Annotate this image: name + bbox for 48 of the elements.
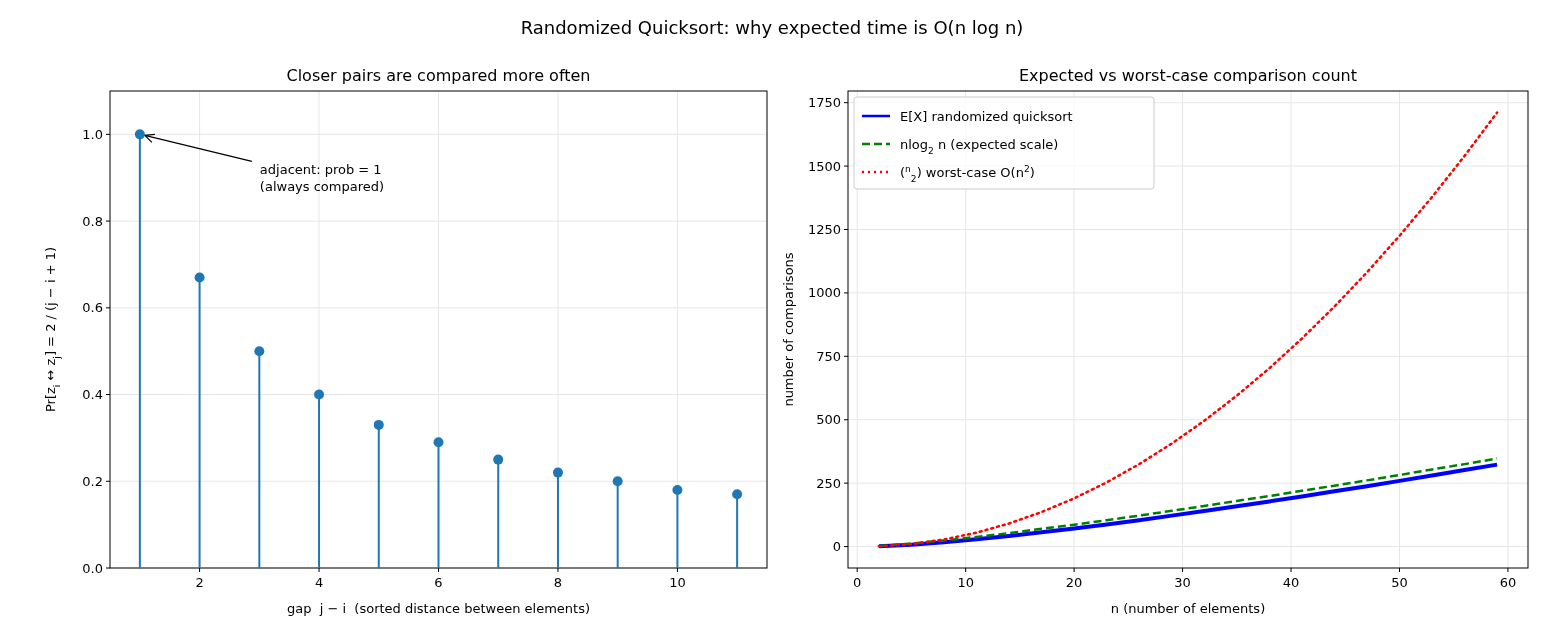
point bbox=[493, 454, 504, 465]
x-tick-label: 6 bbox=[434, 575, 443, 590]
point bbox=[254, 346, 265, 357]
y-tick-label: 500 bbox=[816, 412, 841, 428]
point bbox=[373, 419, 384, 430]
legend-label: ($^{n}$$_{2}$) worst-case O(n$^{2}$) bbox=[900, 164, 1035, 184]
point bbox=[552, 467, 563, 478]
point bbox=[672, 484, 683, 495]
y-tick-label: 0.0 bbox=[82, 560, 103, 576]
x-tick-label: 0 bbox=[853, 575, 862, 590]
chart-title: Expected vs worst-case comparison count bbox=[1019, 66, 1357, 85]
y-tick-label: 0.2 bbox=[82, 473, 103, 489]
x-tick-label: 50 bbox=[1391, 575, 1408, 590]
x-tick-label: 30 bbox=[1174, 575, 1191, 590]
y-tick-label: 1750 bbox=[807, 95, 841, 111]
x-tick-label: 4 bbox=[314, 575, 324, 590]
y-tick-label: 0.6 bbox=[82, 300, 103, 316]
x-tick-label: 40 bbox=[1282, 575, 1300, 590]
x-tick-label: 10 bbox=[669, 575, 686, 590]
point bbox=[194, 272, 205, 283]
line-series bbox=[877, 111, 1499, 548]
point bbox=[314, 389, 325, 400]
y-tick-label: 0.4 bbox=[82, 387, 103, 403]
text: Randomized Quicksort: why expected time is O(n log n) bbox=[520, 17, 1024, 38]
y-tick-label: 0 bbox=[832, 539, 841, 555]
y-tick-label: 750 bbox=[816, 348, 841, 364]
y-tick-label: 0.8 bbox=[82, 213, 103, 229]
y-tick-label: 1000 bbox=[807, 285, 841, 301]
legend-label: nlog$_{2}$ n (expected scale) bbox=[900, 137, 1059, 156]
y-axis-title: number of comparisons bbox=[781, 252, 796, 407]
x-tick-label: 60 bbox=[1499, 575, 1517, 590]
legend-label: E[X] randomized quicksort bbox=[900, 109, 1073, 124]
x-tick-label: 2 bbox=[195, 575, 204, 590]
y-tick-label: 1.0 bbox=[82, 126, 103, 142]
point bbox=[134, 129, 145, 140]
x-tick-label: 10 bbox=[957, 575, 974, 590]
y-tick-label: 250 bbox=[816, 475, 841, 491]
y-tick-label: 1500 bbox=[807, 158, 841, 174]
chart-title: Closer pairs are compared more often bbox=[286, 66, 591, 85]
x-tick-label: 8 bbox=[553, 575, 563, 590]
x-axis-title: n (number of elements) bbox=[1110, 601, 1266, 616]
x-tick-label: 20 bbox=[1065, 575, 1083, 590]
annotation: adjacent: prob = 1 (always compared) bbox=[259, 162, 385, 195]
x-axis-title: gap j − i (sorted distance between elements) bbox=[286, 601, 591, 616]
y-tick-label: 1250 bbox=[807, 222, 841, 237]
point bbox=[612, 476, 623, 487]
point bbox=[732, 489, 743, 500]
point bbox=[433, 437, 444, 448]
